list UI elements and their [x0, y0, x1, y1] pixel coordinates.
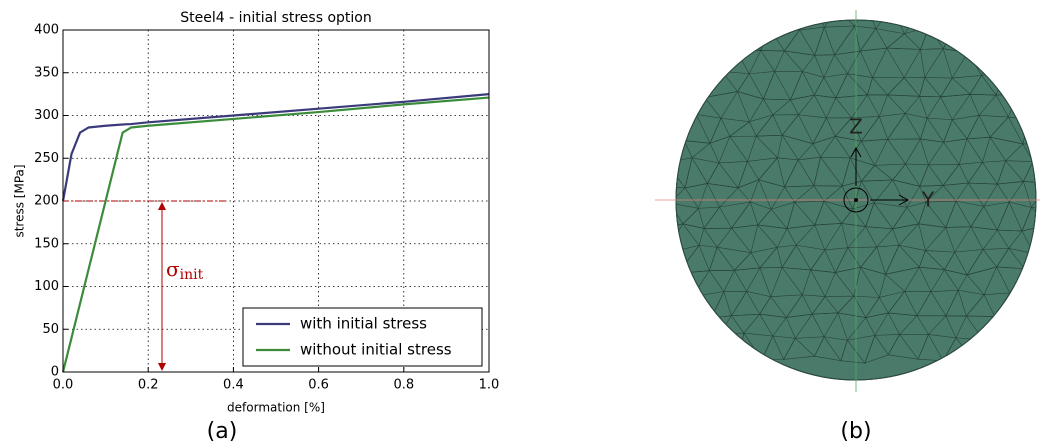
mesh-edge [682, 28, 725, 53]
y-tick-label: 250 [34, 151, 59, 166]
mesh-edge [732, 8, 762, 33]
y-tick-label: 200 [34, 194, 59, 209]
chart-title: Steel4 - initial stress option [180, 10, 371, 26]
mesh-edge [710, 8, 732, 30]
mesh-edge [657, 318, 683, 338]
x-tick-label: 0.0 [53, 378, 74, 393]
mesh-edge [657, 296, 693, 319]
mesh-edge [920, 8, 939, 27]
mesh-edge [1023, 28, 1043, 56]
y-tick-label: 100 [34, 279, 59, 294]
mesh-edge [1024, 7, 1043, 28]
mesh-edge [995, 312, 1021, 340]
axis-label-y: Y [921, 188, 935, 212]
mesh-edge [991, 28, 1034, 56]
mesh-edge [1021, 291, 1043, 312]
mesh-edge [1023, 334, 1043, 361]
origin-dot [854, 198, 858, 202]
y-tick-label: 400 [34, 23, 59, 38]
annotation-symbol: σ [166, 257, 180, 281]
x-tick-label: 0.8 [393, 378, 414, 393]
mesh-edge [1017, 94, 1043, 120]
mesh-edge [970, 340, 1007, 364]
legend-label: without initial stress [300, 341, 452, 359]
mesh-edge [939, 8, 972, 28]
annotation-label: σinit [166, 257, 204, 284]
mesh-view: ZY [652, 4, 1043, 392]
mesh-edge [968, 29, 1006, 55]
mesh-edge [656, 69, 691, 99]
mesh-edge [656, 92, 679, 115]
x-axis-label: deformation [%] [227, 401, 325, 415]
mesh-edge [680, 5, 710, 28]
mesh-edge [712, 30, 749, 50]
mesh-edge [652, 5, 681, 28]
mesh-edge [996, 334, 1035, 364]
mesh-edge [657, 28, 694, 53]
y-tick-label: 300 [34, 108, 59, 123]
mesh-edge [657, 52, 682, 72]
data-line [63, 94, 489, 201]
caption: (b) [840, 419, 871, 444]
mesh-edge [762, 8, 787, 28]
caption: (a) [207, 419, 238, 444]
mesh-edge [712, 50, 736, 72]
mesh-edge [682, 51, 712, 69]
y-axis-label: stress [MPa] [13, 164, 27, 237]
mesh-edge [991, 55, 1024, 71]
annotation-subscript: init [180, 267, 204, 283]
mesh-edge [995, 9, 1023, 31]
axis-label-z: Z [849, 115, 863, 139]
mesh-edge [704, 333, 743, 363]
mesh-edge [1021, 312, 1043, 334]
mesh-edge [1017, 74, 1043, 100]
y-tick-label: 350 [34, 65, 59, 80]
mesh-edge [996, 71, 1030, 95]
mesh-edge [660, 336, 694, 357]
figure: Steel4 - initial stress option deformati… [0, 0, 1043, 446]
x-tick-label: 0.4 [223, 378, 244, 393]
mesh-edge [1024, 269, 1043, 297]
x-tick-label: 1.0 [479, 378, 500, 393]
mesh-edge [683, 318, 711, 336]
y-tick-label: 150 [34, 236, 59, 251]
x-tick-label: 0.6 [308, 378, 329, 393]
x-tick-label: 0.2 [138, 378, 159, 393]
legend-label: with initial stress [300, 315, 427, 333]
mesh-edge [972, 9, 995, 30]
mesh-edge [1023, 55, 1043, 74]
mesh-edge [686, 334, 720, 358]
mesh-edge [659, 268, 678, 295]
y-tick-label: 50 [42, 322, 59, 337]
